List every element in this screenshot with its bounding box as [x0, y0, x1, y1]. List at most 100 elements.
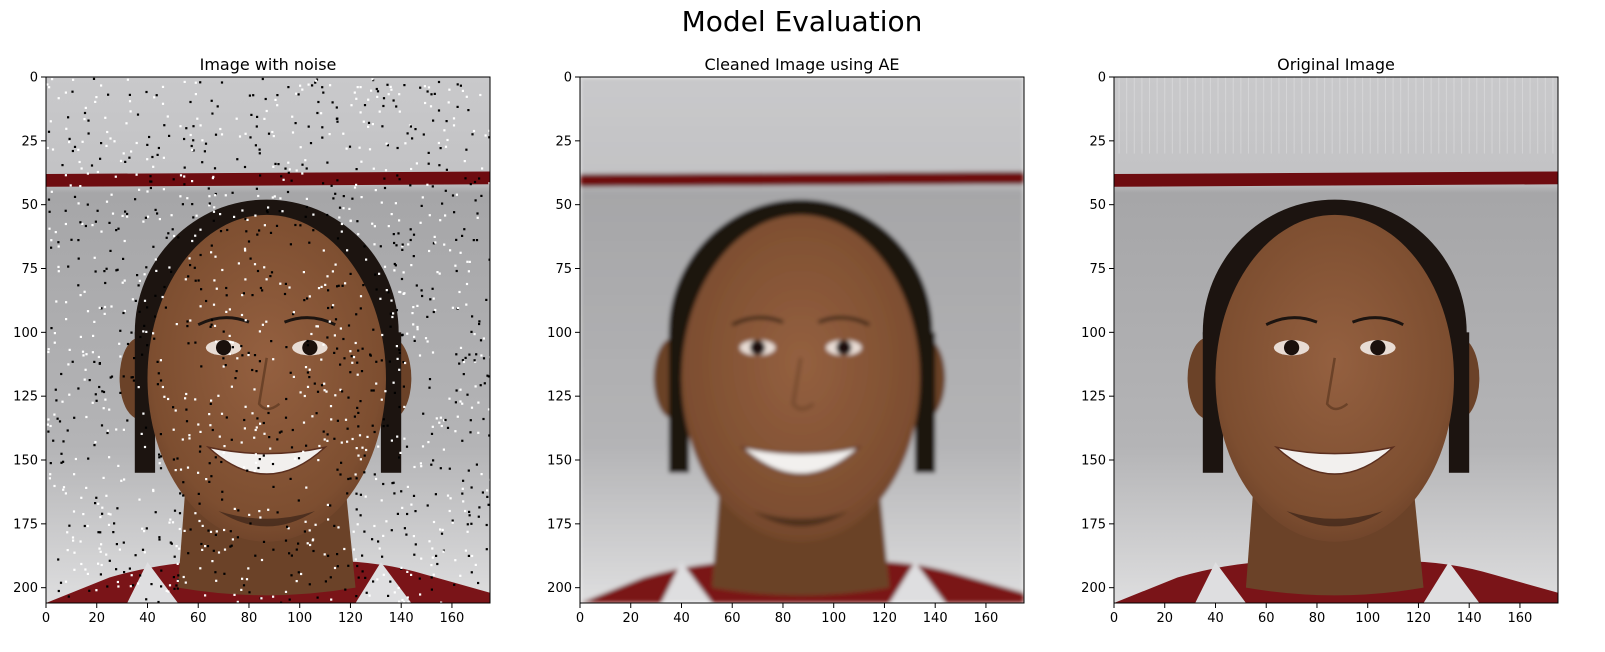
- smile-teeth: [1273, 445, 1396, 475]
- x-tick-label: 20: [622, 611, 639, 626]
- pupil-right: [302, 340, 318, 356]
- y-tick-label: 75: [21, 262, 38, 277]
- x-tick-label: 140: [389, 611, 414, 626]
- pupil-left: [215, 340, 232, 356]
- y-tick-label: 125: [1081, 390, 1106, 405]
- eyebrow-right: [1351, 316, 1404, 327]
- x-tick-label: 40: [139, 611, 156, 626]
- y-tick-label: 150: [13, 454, 38, 469]
- y-tick-label: 0: [30, 71, 38, 86]
- y-tick-label: 175: [547, 517, 572, 532]
- y-tick-label: 175: [13, 517, 38, 532]
- face-shape: [1215, 214, 1454, 542]
- face-shape: [681, 214, 920, 542]
- y-tick-label: 50: [555, 198, 572, 213]
- axes-noisy-image: Image with noise 0 20 40 60 80 100 120 140 160 0 25…: [13, 55, 491, 626]
- y-tick-label: 200: [1081, 581, 1106, 596]
- pupil-left: [749, 340, 766, 356]
- x-tick-label: 100: [821, 611, 846, 626]
- maroon-stripe: [46, 171, 490, 187]
- image-panel-original-face: [1114, 77, 1558, 603]
- axes-frame: [1113, 76, 1559, 604]
- y-tick-label: 100: [1081, 326, 1106, 341]
- x-tick-label: 80: [1309, 611, 1326, 626]
- eyebrow-right: [283, 316, 336, 327]
- x-tick-label: 0: [576, 611, 584, 626]
- collar-right: [889, 562, 946, 603]
- figure-title: Model Evaluation: [682, 5, 923, 38]
- y-tick-label: 25: [1089, 134, 1106, 149]
- y-tick-label: 0: [564, 71, 572, 86]
- x-tick-label: 60: [1258, 611, 1275, 626]
- y-tick-label: 175: [1081, 517, 1106, 532]
- axes-title: Cleaned Image using AE: [704, 55, 899, 74]
- y-tick-label: 50: [21, 198, 38, 213]
- x-tick-label: 140: [923, 611, 948, 626]
- y-tick-label: 25: [21, 134, 38, 149]
- x-tick-label: 40: [1207, 611, 1224, 626]
- x-tick-label: 20: [1156, 611, 1173, 626]
- eyebrow-left: [731, 316, 784, 327]
- x-tick-label: 20: [88, 611, 105, 626]
- image-panel-cleaned-face: [580, 77, 1024, 603]
- beard-shape: [1286, 511, 1383, 527]
- y-tick-label: 150: [1081, 454, 1106, 469]
- axes-cleaned-image: Cleaned Image using AE 0 20 40 60 80 100 120 140…: [547, 55, 1025, 626]
- y-tick-label: 0: [1098, 71, 1106, 86]
- y-tick-label: 125: [547, 390, 572, 405]
- maroon-stripe: [580, 171, 1024, 187]
- collar-right: [1423, 562, 1480, 603]
- axes-frame: [45, 76, 491, 604]
- y-tick-label: 50: [1089, 198, 1106, 213]
- x-tick-label: 60: [190, 611, 207, 626]
- collar-left: [661, 562, 712, 603]
- x-tick-label: 100: [1355, 611, 1380, 626]
- eyebrow-right: [817, 316, 870, 327]
- y-tick-label: 150: [547, 454, 572, 469]
- smile-teeth: [739, 445, 862, 475]
- y-tick-label: 200: [547, 581, 572, 596]
- y-tick-label: 75: [1089, 262, 1106, 277]
- nose-line: [257, 357, 281, 411]
- y-tick-label: 100: [13, 326, 38, 341]
- axes-frame: [579, 76, 1025, 604]
- beard-shape: [218, 511, 315, 527]
- x-tick-label: 160: [1508, 611, 1533, 626]
- x-tick-label: 120: [1406, 611, 1431, 626]
- x-tick-label: 80: [775, 611, 792, 626]
- x-tick-label: 0: [42, 611, 50, 626]
- axes-title: Image with noise: [200, 55, 337, 74]
- salt-pepper-noise: [46, 77, 490, 603]
- x-tick-label: 40: [673, 611, 690, 626]
- image-panel-noisy-face: [46, 77, 490, 603]
- x-tick-label: 160: [440, 611, 465, 626]
- braid-right: [914, 332, 936, 473]
- y-tick-label: 75: [555, 262, 572, 277]
- braid-right: [1448, 332, 1470, 473]
- smile-teeth: [205, 445, 328, 475]
- nose-line: [791, 357, 815, 411]
- axes-original-image: Original Image 0 20 40 60 80 100 120 140 160 0 25 50…: [1081, 55, 1559, 626]
- collar-left: [1195, 562, 1246, 603]
- pupil-right: [1370, 340, 1386, 356]
- x-tick-label: 120: [338, 611, 363, 626]
- y-tick-label: 200: [13, 581, 38, 596]
- axes-title: Original Image: [1277, 55, 1395, 74]
- face-shape: [147, 214, 386, 542]
- beard-shape: [752, 511, 849, 527]
- x-tick-label: 120: [872, 611, 897, 626]
- collar-left: [127, 562, 178, 603]
- pupil-left: [1283, 340, 1300, 356]
- eyebrow-left: [1265, 316, 1318, 327]
- nose-line: [1325, 357, 1349, 411]
- x-tick-label: 100: [287, 611, 312, 626]
- pupil-right: [836, 340, 852, 356]
- collar-right: [355, 562, 412, 603]
- y-tick-label: 125: [13, 390, 38, 405]
- x-tick-label: 60: [724, 611, 741, 626]
- maroon-stripe: [1114, 171, 1558, 187]
- background-stripes: [1118, 77, 1554, 154]
- x-tick-label: 80: [241, 611, 258, 626]
- y-tick-label: 100: [547, 326, 572, 341]
